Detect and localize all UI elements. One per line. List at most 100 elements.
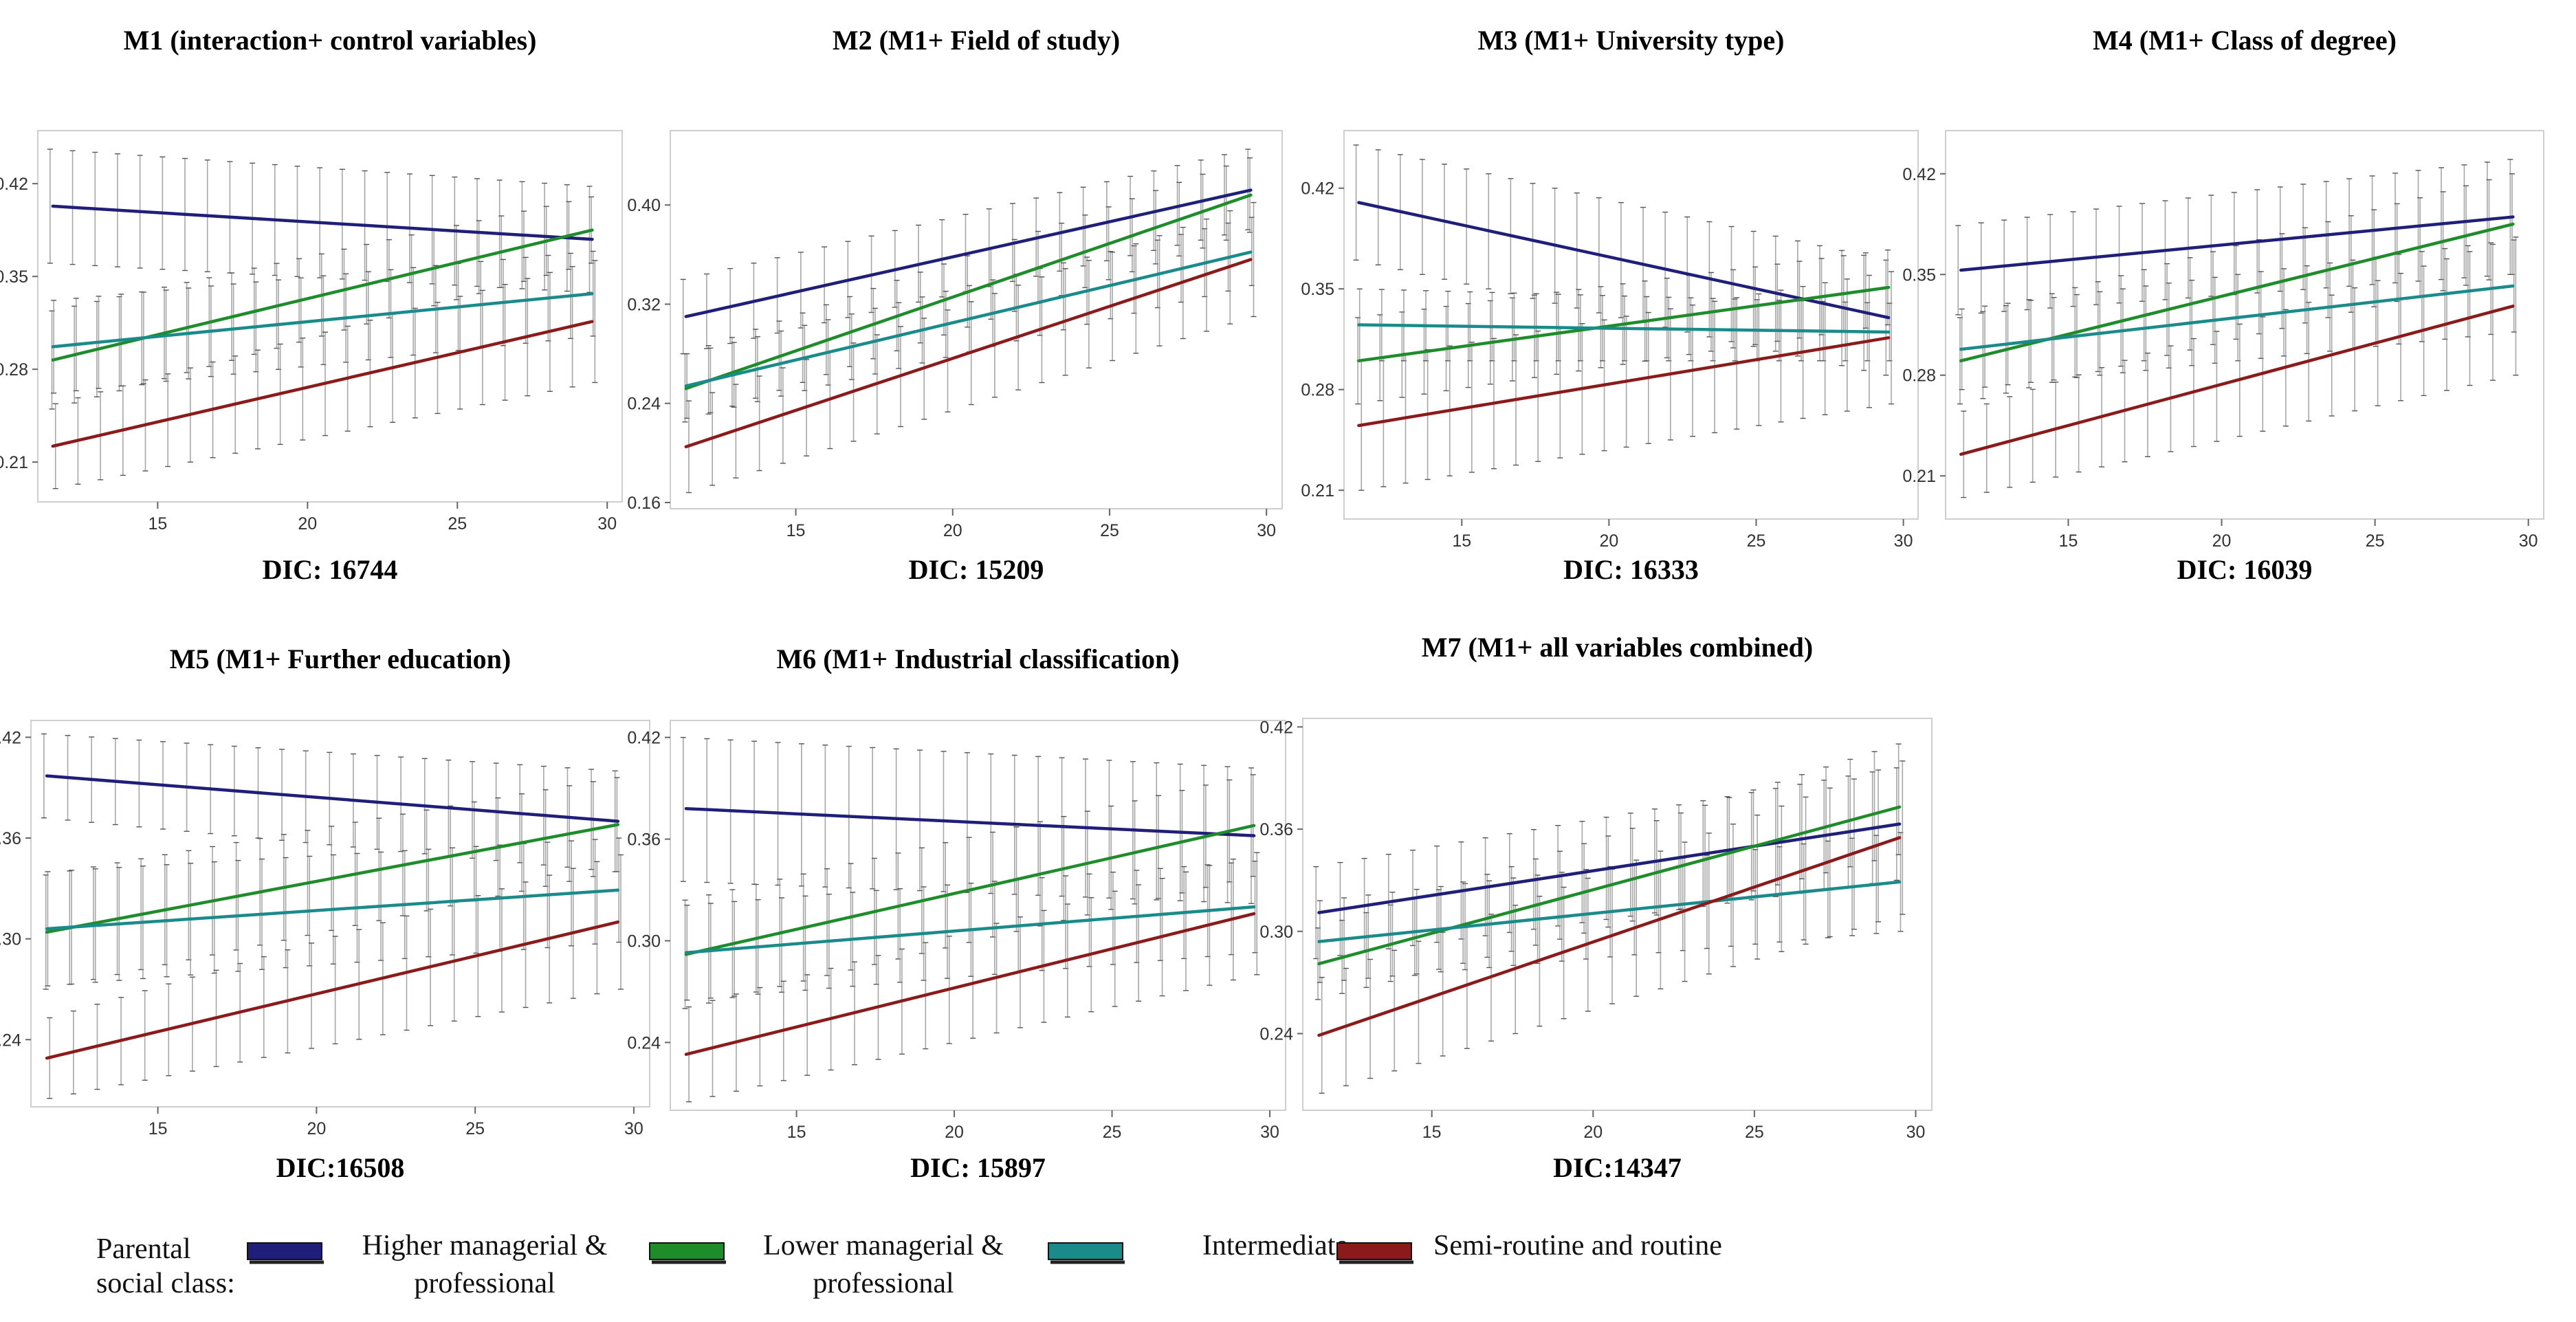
- x-tick-label: 20: [943, 521, 962, 540]
- y-tick-label: 0.36: [627, 830, 661, 850]
- chart-panel-7: M7 (M1+ all variables combined) 0.24 0.30 0…: [1259, 632, 1933, 1183]
- x-tick-label: 30: [597, 514, 617, 533]
- x-tick-label: 20: [1583, 1123, 1603, 1142]
- series-line-higher-managerial-professional: [1959, 215, 2515, 272]
- y-tick-label: 0.21: [0, 453, 28, 472]
- dic-caption: DIC:16508: [276, 1152, 405, 1183]
- chart-panel-5: M5 (M1+ Further education) 0.24 0.30 0.36 0.…: [0, 643, 650, 1183]
- x-tick-label: 30: [1260, 1123, 1279, 1142]
- x-tick-label: 25: [465, 1119, 485, 1138]
- dic-caption: DIC: 16039: [2177, 554, 2313, 585]
- y-tick-label: 0.24: [627, 1033, 661, 1053]
- series-line-higher-managerial-professional: [45, 774, 620, 823]
- dic-caption: DIC: 15897: [910, 1152, 1046, 1183]
- legend-swatch: [649, 1242, 725, 1260]
- dic-caption: DIC:14347: [1553, 1152, 1682, 1183]
- dic-caption: DIC: 16744: [263, 554, 398, 585]
- series-line-intermediate: [1317, 880, 1902, 943]
- chart-panel-4: M4 (M1+ Class of degree) 0.21 0.28 0.35 0.42…: [1902, 25, 2544, 585]
- series-line-intermediate: [1357, 323, 1891, 334]
- y-tick-label: 0.28: [1902, 366, 1936, 386]
- series-line-semi-routine-and-routine: [45, 920, 620, 1060]
- plot-frame: [670, 130, 1283, 509]
- y-tick-label: 0.42: [627, 729, 661, 748]
- series-line-lower-managerial-professional: [1317, 805, 1902, 966]
- series-line-semi-routine-and-routine: [51, 320, 594, 448]
- legend-item-label: professional: [414, 1268, 555, 1299]
- legend-title: Parental: [96, 1233, 191, 1265]
- series-line-intermediate: [684, 905, 1256, 954]
- chart-title: M1 (interaction+ control variables): [124, 25, 537, 56]
- chart-panel-6: M6 (M1+ Industrial classification) 0.24 0.…: [627, 643, 1286, 1183]
- x-tick-label: 25: [1100, 521, 1119, 540]
- series-line-semi-routine-and-routine: [684, 912, 1256, 1056]
- y-tick-label: 0.32: [627, 295, 661, 314]
- y-tick-label: 0.21: [1902, 467, 1936, 486]
- plot-frame: [1302, 718, 1933, 1111]
- chart-panel-2: M2 (M1+ Field of study) 0.16 0.24 0.32 0.40 1…: [627, 25, 1283, 585]
- x-tick-label: 25: [2366, 531, 2385, 551]
- chart-title: M7 (M1+ all variables combined): [1422, 632, 1813, 663]
- y-tick-label: 0.28: [0, 360, 28, 379]
- legend-item-label: professional: [813, 1268, 954, 1299]
- x-tick-label: 25: [448, 514, 467, 533]
- y-tick-label: 0.42: [1301, 179, 1334, 199]
- dic-caption: DIC: 16333: [1563, 554, 1699, 585]
- legend-swatch: [1048, 1242, 1123, 1260]
- legend-swatch: [247, 1242, 322, 1260]
- y-tick-label: 0.36: [1259, 820, 1293, 839]
- x-tick-label: 30: [624, 1119, 643, 1138]
- chart-title: M5 (M1+ Further education): [170, 643, 511, 674]
- chart-title: M2 (M1+ Field of study): [833, 25, 1120, 56]
- plot-frame: [37, 130, 623, 503]
- series-line-semi-routine-and-routine: [1317, 836, 1902, 1037]
- plot-frame: [670, 720, 1286, 1111]
- series-line-higher-managerial-professional: [684, 188, 1253, 318]
- y-tick-label: 0.30: [0, 930, 21, 949]
- y-tick-label: 0.30: [1259, 923, 1293, 942]
- y-tick-label: 0.42: [1902, 165, 1936, 184]
- y-tick-label: 0.42: [1259, 718, 1293, 737]
- x-tick-label: 30: [1906, 1123, 1926, 1142]
- legend-item-label: Higher managerial &: [362, 1230, 608, 1262]
- series-line-semi-routine-and-routine: [1357, 336, 1891, 428]
- legend-item-label: Intermediate: [1202, 1230, 1348, 1262]
- series-line-lower-managerial-professional: [684, 193, 1253, 390]
- y-tick-label: 0.28: [1301, 381, 1334, 400]
- y-tick-label: 0.21: [1301, 481, 1334, 500]
- series-line-higher-managerial-professional: [1317, 822, 1902, 914]
- y-tick-label: 0.16: [627, 494, 661, 513]
- x-tick-label: 15: [148, 514, 167, 533]
- series-line-intermediate: [1959, 284, 2515, 351]
- x-tick-label: 25: [1103, 1123, 1122, 1142]
- x-tick-label: 15: [786, 521, 806, 540]
- y-tick-label: 0.40: [627, 196, 661, 215]
- x-tick-label: 30: [2519, 531, 2538, 551]
- series-line-intermediate: [51, 291, 594, 349]
- x-tick-label: 25: [1745, 1123, 1764, 1142]
- chart-panel-1: M1 (interaction+ control variables) 0.21 0…: [0, 25, 623, 585]
- chart-title: M4 (M1+ Class of degree): [2093, 25, 2397, 56]
- x-tick-label: 15: [1452, 531, 1471, 551]
- y-tick-label: 0.42: [0, 175, 28, 194]
- x-tick-label: 15: [1422, 1123, 1442, 1142]
- x-tick-label: 20: [945, 1123, 964, 1142]
- series-line-semi-routine-and-routine: [684, 258, 1253, 449]
- series-line-higher-managerial-professional: [684, 806, 1256, 837]
- legend-title: social class:: [96, 1268, 235, 1299]
- y-tick-label: 0.42: [0, 728, 21, 747]
- chart-title: M3 (M1+ University type): [1477, 25, 1784, 56]
- y-tick-label: 0.35: [0, 267, 28, 287]
- y-tick-label: 0.35: [1301, 280, 1334, 299]
- x-tick-label: 20: [298, 514, 317, 533]
- x-tick-label: 15: [148, 1119, 168, 1138]
- series-line-semi-routine-and-routine: [1959, 305, 2515, 456]
- legend-swatch: [1336, 1242, 1412, 1260]
- x-tick-label: 25: [1747, 531, 1766, 551]
- chart-title: M6 (M1+ Industrial classification): [776, 643, 1179, 674]
- x-tick-label: 30: [1894, 531, 1913, 551]
- x-tick-label: 15: [787, 1123, 806, 1142]
- x-tick-label: 20: [1599, 531, 1618, 551]
